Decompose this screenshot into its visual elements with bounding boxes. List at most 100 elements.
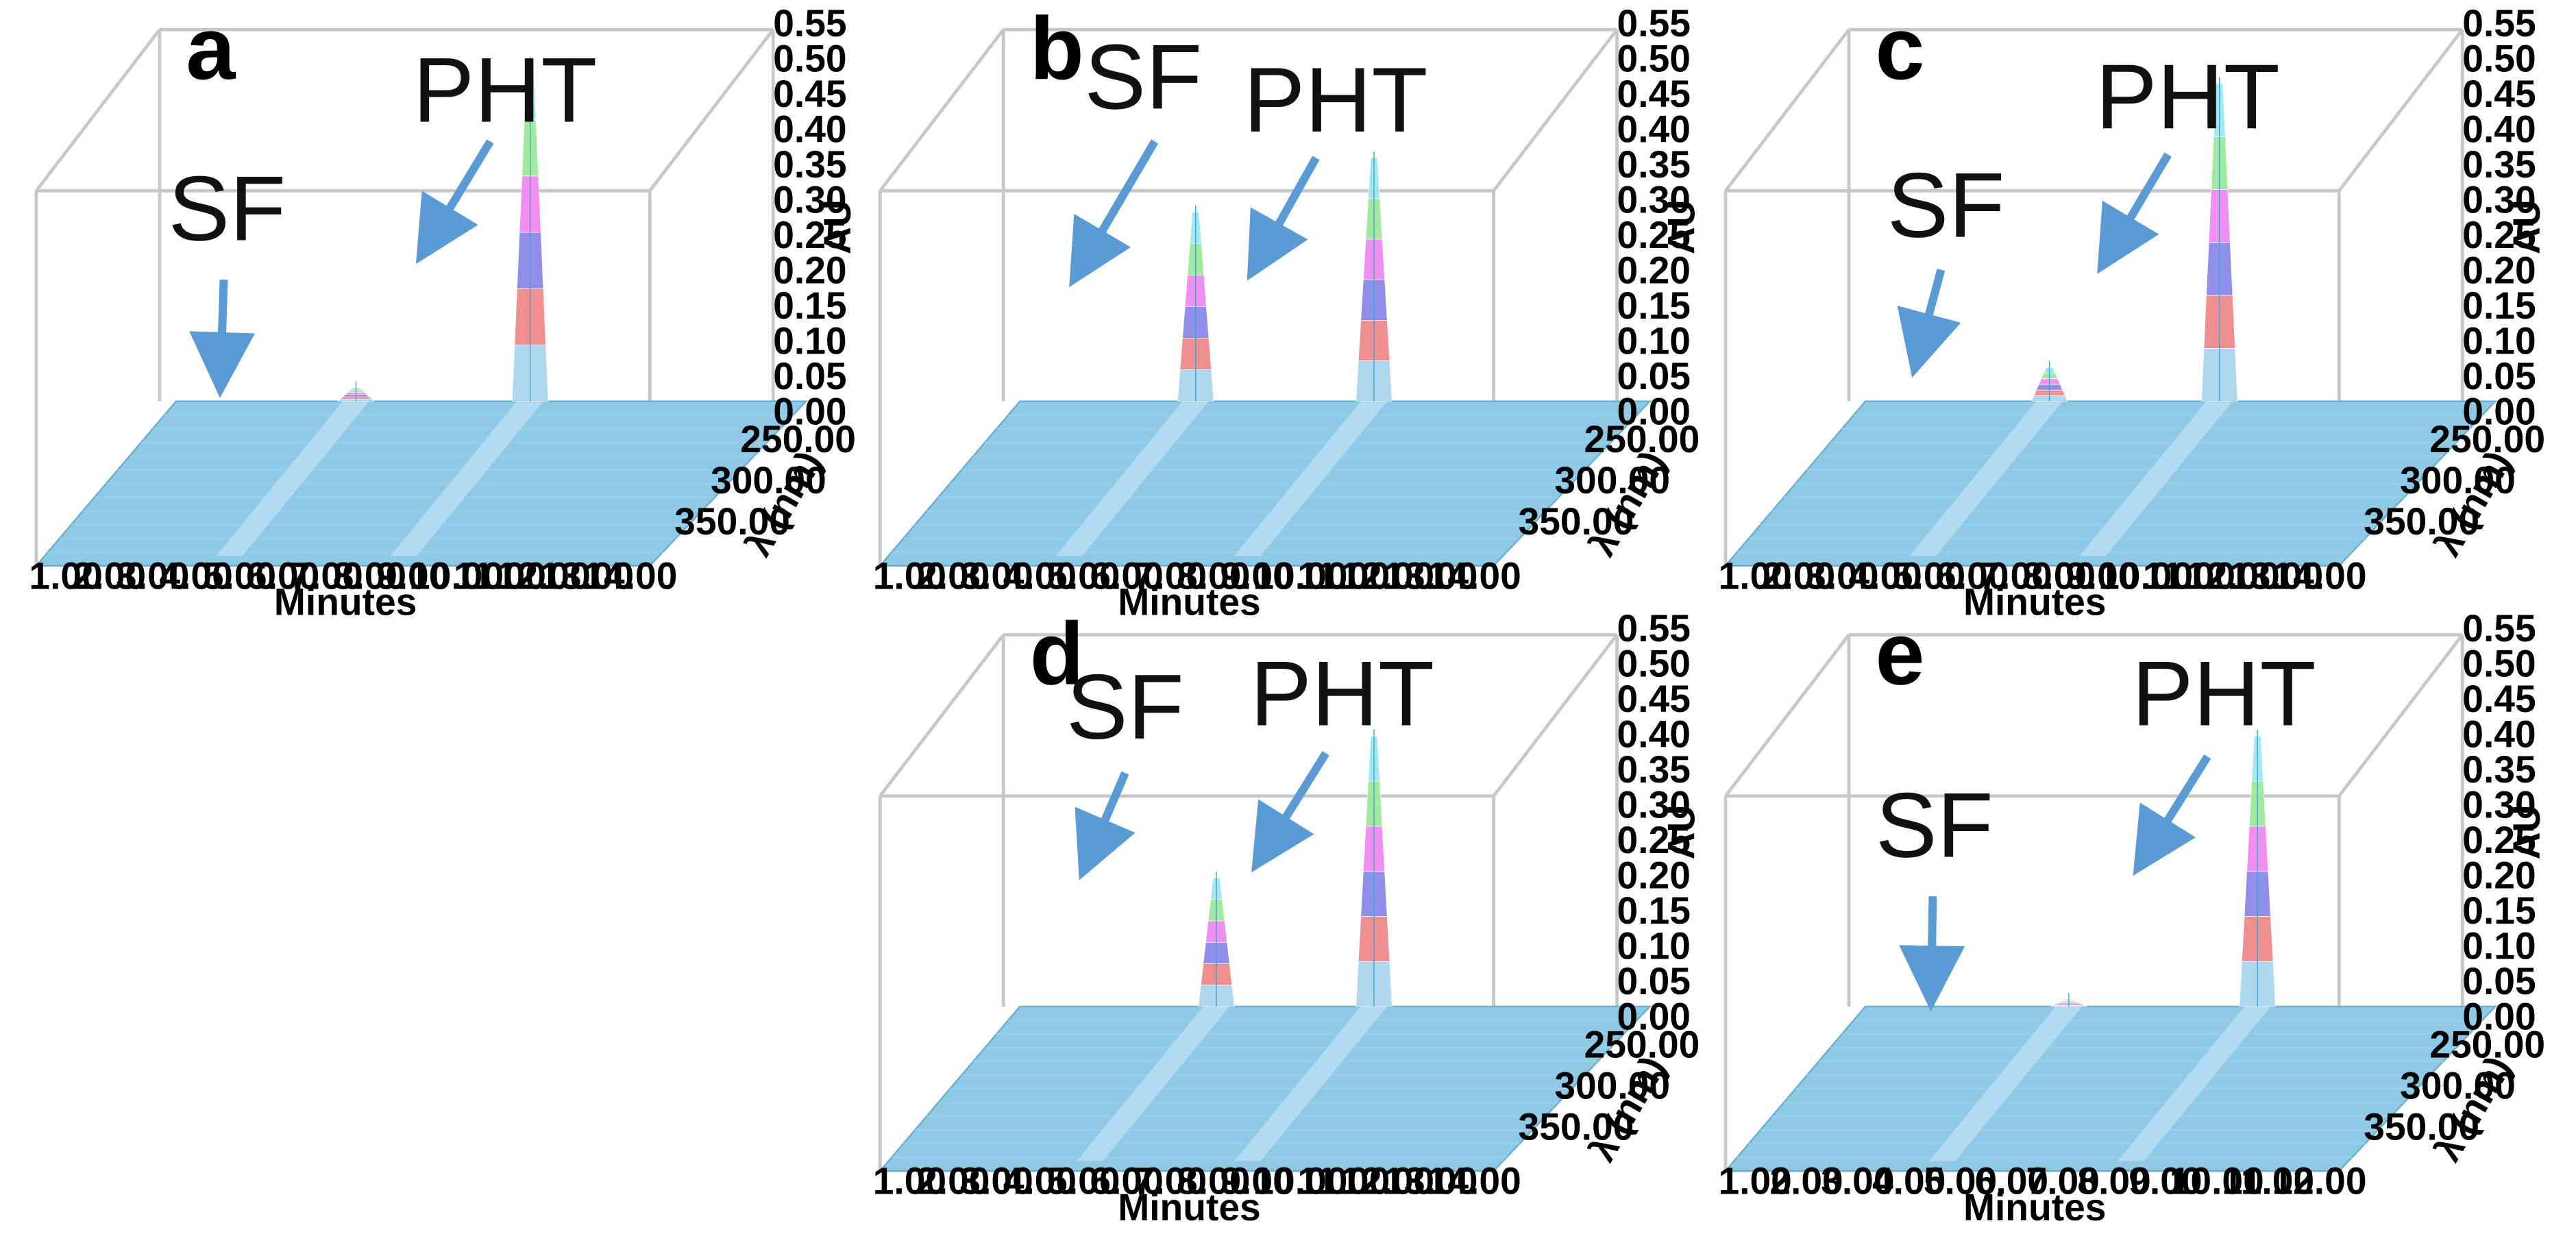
frame-edge [34, 28, 161, 192]
y-tick-label: 0.45 [773, 73, 846, 115]
y-tick-label: 0.45 [1617, 678, 1691, 720]
annotation-label-pht: PHT [2096, 45, 2280, 148]
annotation-arrow-pht [1247, 156, 1320, 281]
y-tick-label: 0.35 [2462, 748, 2536, 791]
y-tick-label: 0.20 [1617, 249, 1691, 291]
y-tick-label: 0.25 [1617, 819, 1691, 861]
y-tick-label: 0.05 [2462, 355, 2536, 397]
x-tick-label: 7.00 [1133, 1160, 1207, 1203]
y-tick-label: 0.50 [2462, 643, 2536, 685]
annotation-label-pht: PHT [2132, 643, 2316, 745]
y-tick-label: 0.20 [2462, 249, 2536, 291]
y-tick-label: 0.40 [1617, 108, 1691, 150]
x-tick-label: 5.00 [1892, 554, 1965, 597]
y-tick-label: 0.45 [1617, 73, 1691, 115]
annotation-arrow-sf [189, 279, 256, 398]
x-tick-label: 14.00 [2272, 554, 2366, 597]
annotation-label-sf: SF [1887, 154, 2005, 257]
x-tick-label: 2.00 [916, 554, 990, 597]
y-tick-label: 0.05 [2462, 960, 2536, 1002]
x-tick-label: 9.00 [376, 554, 450, 597]
y-tick-label: 0.55 [2462, 607, 2536, 650]
x-axis-title: Minutes [1963, 1186, 2107, 1229]
y-tick-label: 0.30 [773, 178, 846, 221]
y-tick-label: 0.50 [2462, 37, 2536, 79]
annotation-label-pht: PHT [1244, 49, 1428, 151]
y-tick-label: 0.15 [1617, 889, 1691, 932]
y-tick-label: 0.00 [773, 390, 846, 432]
x-tick-label: 13.00 [539, 554, 634, 597]
peak-trail [1076, 1006, 1230, 1161]
x-tick-label: 12.00 [1340, 554, 1434, 597]
frame-edge [1492, 634, 1619, 798]
x-tick-label: 14.00 [582, 554, 677, 597]
y-tick-label: 0.50 [1617, 643, 1691, 685]
y-axis-title: AU [1660, 805, 1702, 860]
y-tick-label: 0.05 [1617, 960, 1691, 1002]
panel-c: 0.000.050.100.150.200.250.300.350.400.45… [1718, 0, 2548, 624]
x-tick-label: 5.00 [1046, 1160, 1120, 1203]
panel-label: c [1875, 0, 1924, 98]
x-axis-title: Minutes [274, 581, 417, 624]
y-tick-label: 0.30 [2462, 784, 2536, 826]
y-tick-label: 0.10 [1617, 925, 1691, 967]
y-axis-title: AU [2505, 805, 2548, 860]
frame-edge [648, 28, 775, 192]
z-tick-label: 300.00 [1554, 459, 1670, 502]
z-tick-label: 300.00 [2400, 459, 2516, 502]
frame-edge [1724, 634, 1850, 798]
x-tick-label: 6.00 [1935, 554, 2009, 597]
y-tick-label: 0.25 [2462, 214, 2536, 256]
y-tick-label: 0.25 [1617, 214, 1691, 256]
y-tick-label: 0.25 [2462, 819, 2536, 861]
x-tick-label: 13.00 [2229, 554, 2323, 597]
frame-edge [879, 634, 1005, 798]
annotation-arrow-pht [415, 139, 494, 264]
y-tick-label: 0.55 [2462, 2, 2536, 45]
y-tick-label: 0.15 [1617, 284, 1691, 327]
panel-a: 0.000.050.100.150.200.250.300.350.400.45… [29, 0, 859, 624]
x-tick-label: 13.00 [1383, 554, 1477, 597]
peak-trail [1234, 401, 1388, 556]
z-tick-label: 250.00 [2429, 1023, 2545, 1065]
x-tick-label: 3.00 [1821, 1160, 1894, 1203]
y-tick-label: 0.20 [773, 249, 846, 291]
x-tick-label: 1.00 [29, 554, 102, 597]
y-tick-label: 0.35 [2462, 143, 2536, 186]
y-tick-label: 0.35 [773, 143, 846, 186]
y-tick-label: 0.00 [1617, 390, 1691, 432]
frame-edge [2338, 28, 2464, 192]
y-tick-label: 0.00 [2462, 996, 2536, 1038]
frame-edge [1724, 28, 1850, 192]
peak-trail [390, 401, 543, 556]
x-tick-label: 9.00 [1220, 1160, 1293, 1203]
annotation-label-sf: SF [168, 157, 286, 260]
x-tick-label: 3.00 [959, 554, 1033, 597]
y-tick-label: 0.20 [1617, 854, 1691, 897]
peak-trail [2118, 1006, 2271, 1161]
y-tick-label: 0.30 [1617, 178, 1691, 221]
y-tick-label: 0.25 [773, 214, 846, 256]
x-tick-label: 11.00 [2222, 1160, 2314, 1203]
y-tick-label: 0.10 [773, 319, 846, 362]
x-tick-label: 10.00 [2170, 1160, 2264, 1203]
x-tick-label: 3.00 [116, 554, 189, 597]
x-tick-label: 7.00 [1133, 554, 1207, 597]
x-tick-label: 9.00 [1220, 554, 1293, 597]
x-tick-label: 13.00 [1383, 1160, 1477, 1203]
x-tick-label: 3.00 [959, 1160, 1033, 1203]
x-tick-label: 5.00 [1046, 554, 1120, 597]
x-tick-label: 12.00 [2272, 1160, 2366, 1203]
x-tick-label: 4.00 [159, 554, 232, 597]
x-tick-label: 8.00 [1177, 1160, 1250, 1203]
x-tick-label: 7.00 [289, 554, 363, 597]
y-tick-label: 0.00 [1617, 996, 1691, 1038]
x-tick-label: 11.00 [2143, 554, 2235, 597]
x-axis-title: Minutes [1118, 1186, 1261, 1229]
x-tick-label: 9.00 [2129, 1160, 2202, 1203]
annotation-arrow-pht [2133, 754, 2211, 876]
x-tick-label: 7.00 [2026, 1160, 2100, 1203]
y-tick-label: 0.15 [2462, 889, 2536, 932]
x-tick-label: 11.00 [454, 554, 546, 597]
